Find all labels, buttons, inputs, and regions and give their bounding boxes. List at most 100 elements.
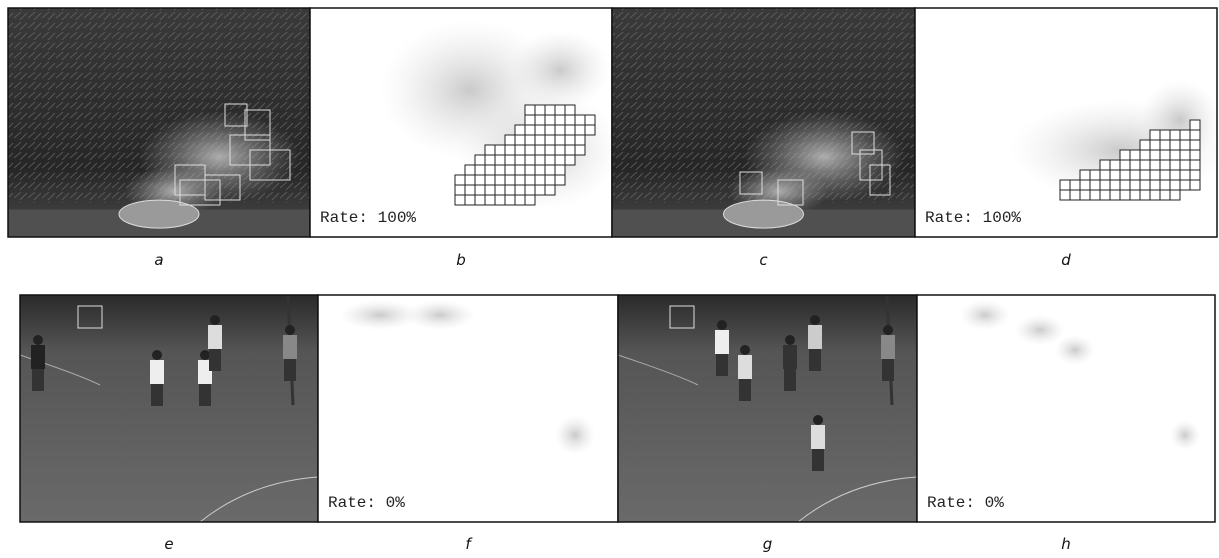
grid-cell xyxy=(565,145,575,155)
grid-cell xyxy=(505,145,515,155)
person-legs xyxy=(739,379,751,401)
panel: Rate: 0%f xyxy=(318,295,618,553)
grid-cell xyxy=(1070,190,1080,200)
panel-label: d xyxy=(1061,251,1071,269)
person-body xyxy=(738,355,752,379)
grid-cell xyxy=(475,195,485,205)
grid-cell xyxy=(535,135,545,145)
grid-cell xyxy=(1170,130,1180,140)
person-body xyxy=(783,345,797,369)
rate-text: Rate: 100% xyxy=(925,209,1021,227)
grid-cell xyxy=(535,155,545,165)
grid-cell xyxy=(1110,170,1120,180)
person-legs xyxy=(209,349,221,371)
person-legs xyxy=(809,349,821,371)
panel-label: b xyxy=(456,251,466,269)
person-head xyxy=(152,350,162,360)
grid-cell xyxy=(1110,190,1120,200)
grid-cell xyxy=(1180,150,1190,160)
grid-cell xyxy=(1160,170,1170,180)
panel-label: c xyxy=(759,251,768,269)
grid-cell xyxy=(535,145,545,155)
grid-cell xyxy=(1160,160,1170,170)
grid-cell xyxy=(555,145,565,155)
basin xyxy=(724,200,804,228)
grid-cell xyxy=(545,125,555,135)
grid-cell xyxy=(1130,170,1140,180)
grid-cell xyxy=(1180,130,1190,140)
grid-cell xyxy=(1170,140,1180,150)
photo xyxy=(618,295,917,522)
grid-cell xyxy=(525,165,535,175)
grid-cell xyxy=(555,105,565,115)
grid-cell xyxy=(545,155,555,165)
grid-cell xyxy=(545,145,555,155)
grid-cell xyxy=(565,135,575,145)
panel: Rate: 100%b xyxy=(310,8,620,269)
grid-cell xyxy=(475,185,485,195)
grid-cell xyxy=(1170,150,1180,160)
person-head xyxy=(883,325,893,335)
grid-cell xyxy=(545,105,555,115)
grid-cell xyxy=(475,165,485,175)
grid-cell xyxy=(465,195,475,205)
grid-cell xyxy=(1060,190,1070,200)
grid-cell xyxy=(525,125,535,135)
grid-cell xyxy=(555,115,565,125)
grid-cell xyxy=(485,195,495,205)
grid-cell xyxy=(515,195,525,205)
panel: c xyxy=(612,8,915,269)
grid-cell xyxy=(1180,170,1190,180)
grid-cell xyxy=(495,145,505,155)
grid-cell xyxy=(1130,150,1140,160)
grid-cell xyxy=(1090,170,1100,180)
grid-cell xyxy=(555,165,565,175)
person-head xyxy=(813,415,823,425)
grid-cell xyxy=(565,115,575,125)
person-head xyxy=(33,335,43,345)
grid-cell xyxy=(1190,140,1200,150)
grid-cell xyxy=(1080,190,1090,200)
person-head xyxy=(285,325,295,335)
grid-cell xyxy=(1150,130,1160,140)
grid-cell xyxy=(1140,150,1150,160)
grid-cell xyxy=(1100,160,1110,170)
person-body xyxy=(808,325,822,349)
grid-cell xyxy=(475,175,485,185)
heat-blob xyxy=(1055,335,1095,365)
person-body xyxy=(715,330,729,354)
grid-cell xyxy=(585,125,595,135)
grid-cell xyxy=(1080,180,1090,190)
person-legs xyxy=(882,359,894,381)
person-head xyxy=(740,345,750,355)
grid-cell xyxy=(535,185,545,195)
person-body xyxy=(881,335,895,359)
grid-cell xyxy=(1120,160,1130,170)
grid-cell xyxy=(545,175,555,185)
grid-cell xyxy=(1190,150,1200,160)
grid-cell xyxy=(555,135,565,145)
grid-cell xyxy=(1060,180,1070,190)
grid-cell xyxy=(525,135,535,145)
grid-cell xyxy=(1150,180,1160,190)
grid-cell xyxy=(1110,160,1120,170)
person-legs xyxy=(284,359,296,381)
grid-cell xyxy=(1130,180,1140,190)
grid-cell xyxy=(525,145,535,155)
grid-cell xyxy=(485,165,495,175)
grid-cell xyxy=(1140,140,1150,150)
grid-cell xyxy=(1100,190,1110,200)
grid-cell xyxy=(575,145,585,155)
panel-label: g xyxy=(763,535,773,553)
rate-text: Rate: 0% xyxy=(927,494,1004,512)
grid-cell xyxy=(1190,120,1200,130)
grid-cell xyxy=(545,135,555,145)
grid-cell xyxy=(495,155,505,165)
panel-label: e xyxy=(164,535,173,553)
grid-cell xyxy=(495,195,505,205)
grid-cell xyxy=(545,165,555,175)
grid-cell xyxy=(1080,170,1090,180)
grid-cell xyxy=(1140,160,1150,170)
grid-cell xyxy=(1190,170,1200,180)
panel: g xyxy=(618,295,917,553)
